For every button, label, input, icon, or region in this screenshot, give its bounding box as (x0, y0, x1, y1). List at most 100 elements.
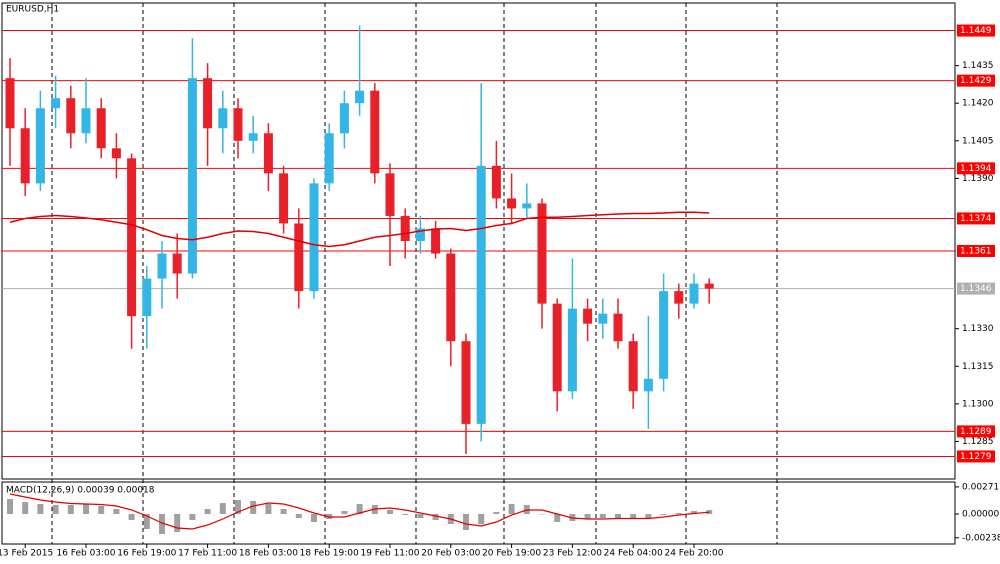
macd-bar (235, 500, 241, 514)
candle-body (157, 253, 167, 279)
candle-body (415, 228, 425, 241)
y-tick-label: 1.1390 (962, 174, 994, 184)
macd-bar (432, 514, 439, 520)
candle-body (507, 198, 517, 209)
macd-bar (599, 514, 606, 518)
macd-bar (508, 504, 515, 514)
macd-bar (37, 504, 44, 514)
x-tick-label: 20 Feb 03:00 (421, 549, 480, 559)
level-label: 1.1394 (960, 164, 992, 174)
macd-bar (159, 514, 165, 534)
level-label: 1.1449 (960, 26, 992, 36)
candle-body (583, 308, 593, 324)
candle-body (628, 341, 638, 392)
macd-bar (554, 514, 561, 522)
macd-bar (295, 514, 302, 518)
y-tick-label: 1.1315 (962, 362, 994, 372)
candle-body (522, 203, 532, 209)
macd-bar (98, 506, 105, 514)
x-tick-label: 24 Feb 20:00 (664, 549, 723, 559)
macd-bar (675, 513, 682, 514)
y-tick-label: 1.1285 (962, 437, 994, 447)
candle-body (51, 98, 61, 109)
macd-panel (1, 481, 956, 545)
macd-bar (143, 514, 150, 529)
candle-body (96, 108, 106, 149)
candle-body (218, 108, 228, 129)
candle-body (385, 173, 395, 216)
candle-body (355, 90, 365, 104)
macd-bar (7, 499, 13, 514)
macd-bar (478, 514, 485, 524)
candle-body (309, 183, 319, 292)
y-tick-label: 1.1405 (962, 136, 994, 146)
level-label-box (957, 24, 995, 37)
macd-bar (660, 514, 667, 515)
macd-bar (691, 511, 697, 514)
macd-bar (356, 504, 363, 514)
macd-bar (645, 514, 652, 518)
candle-body (127, 158, 137, 317)
candle-body (233, 108, 243, 141)
macd-bar (387, 510, 393, 514)
macd-bar (83, 504, 89, 514)
candle-body (461, 341, 471, 424)
candle-body (66, 98, 76, 134)
candle-body (491, 165, 501, 199)
macd-bar (615, 514, 621, 518)
chart-title: EURUSD,H1 (6, 5, 59, 15)
macd-bar (630, 514, 637, 519)
macd-bar (113, 509, 120, 514)
macd-bar (584, 514, 591, 519)
level-label: 1.1361 (960, 247, 992, 257)
candle-body (552, 303, 562, 392)
x-tick-label: 18 Feb 03:00 (239, 549, 298, 559)
x-tick-label: 16 Feb 19:00 (117, 549, 176, 559)
macd-bar (341, 511, 348, 514)
candle-body (324, 133, 334, 184)
indicator-title: MACD(12,26,9) 0.00039 0.00018 (6, 486, 155, 496)
level-label-box (957, 245, 995, 258)
macd-bar (280, 509, 287, 514)
level-label: 1.1429 (960, 76, 992, 86)
candle-body (659, 291, 669, 379)
candle-body (400, 215, 410, 241)
macd-bar (52, 505, 59, 514)
macd-bar (417, 514, 424, 518)
candle-body (203, 78, 213, 129)
macd-bar (219, 503, 226, 514)
x-tick-label: 24 Feb 04:00 (604, 549, 663, 559)
level-label-box (957, 450, 995, 463)
bid-label: 1.1346 (960, 284, 992, 294)
candle-body (567, 308, 577, 392)
level-label-box (957, 74, 995, 87)
y-tick-label: -0.00238 (962, 533, 1000, 543)
candle-body (643, 378, 653, 392)
x-tick-label: 16 Feb 03:00 (56, 549, 115, 559)
candle-body (81, 108, 91, 134)
macd-bar (189, 514, 196, 520)
macd-bar (265, 504, 272, 514)
macd-bar (539, 514, 545, 515)
candle-body (248, 133, 258, 141)
candle-body (20, 128, 30, 184)
level-label: 1.1279 (960, 452, 992, 462)
bid-label-box (957, 282, 995, 295)
macd-bar (311, 514, 317, 522)
moving-average (9, 211, 710, 248)
y-tick-label: 1.1420 (962, 99, 994, 109)
candle-body (476, 165, 486, 424)
macd-bar (22, 502, 29, 514)
y-tick-label: 0.00271 (962, 482, 999, 492)
candle-body (537, 203, 547, 304)
level-label-box (957, 162, 995, 175)
candle-body (370, 90, 380, 174)
candle-body (613, 313, 623, 342)
y-tick-label: 1.1435 (962, 61, 994, 71)
candle-body (294, 223, 304, 292)
candle-body (279, 173, 289, 224)
level-label-box (957, 425, 995, 438)
candle-body (431, 228, 441, 254)
